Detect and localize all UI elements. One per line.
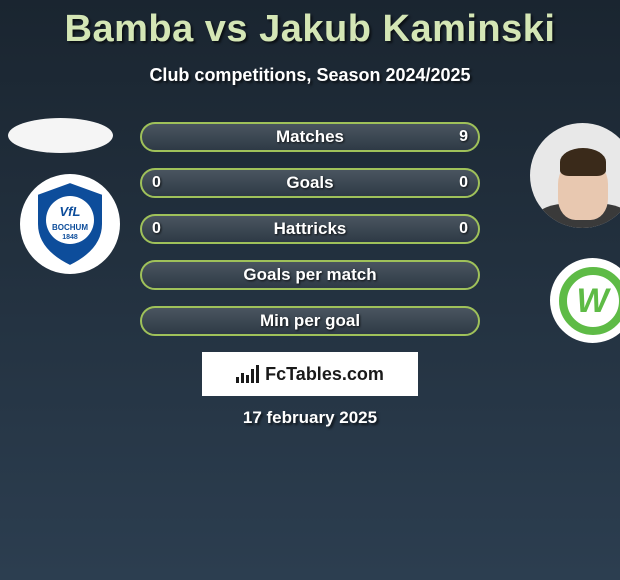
stat-right-value: 0 xyxy=(459,174,468,192)
svg-text:VfL: VfL xyxy=(60,204,81,219)
stat-row-goals: 0 Goals 0 xyxy=(140,168,480,198)
svg-text:BOCHUM: BOCHUM xyxy=(52,223,88,232)
player-left-photo xyxy=(8,118,113,153)
stat-label: Hattricks xyxy=(274,219,347,239)
svg-text:1848: 1848 xyxy=(62,234,78,241)
stat-label: Matches xyxy=(276,127,344,147)
page-title: Bamba vs Jakub Kaminski xyxy=(0,0,620,51)
stat-label: Goals xyxy=(286,173,333,193)
footer-site-badge: FcTables.com xyxy=(202,352,418,396)
stat-row-goals-per-match: Goals per match xyxy=(140,260,480,290)
player-right-photo xyxy=(530,123,620,228)
stat-right-value: 0 xyxy=(459,220,468,238)
stat-row-matches: Matches 9 xyxy=(140,122,480,152)
club-left-crest: VfL BOCHUM 1848 xyxy=(20,174,120,274)
bar-chart-icon xyxy=(236,365,259,383)
bochum-crest-icon: VfL BOCHUM 1848 xyxy=(31,180,109,268)
stat-row-min-per-goal: Min per goal xyxy=(140,306,480,336)
stats-container: Matches 9 0 Goals 0 0 Hattricks 0 Goals … xyxy=(140,122,480,352)
footer-site-text: FcTables.com xyxy=(265,364,384,385)
wolfsburg-w-letter: W xyxy=(576,284,608,318)
player-right-hair xyxy=(560,148,606,176)
wolfsburg-crest-icon: W xyxy=(559,267,620,335)
club-right-crest: W xyxy=(550,258,620,343)
stat-label: Min per goal xyxy=(260,311,360,331)
stat-right-value: 9 xyxy=(459,128,468,146)
player-right-face-icon xyxy=(558,160,608,220)
stat-label: Goals per match xyxy=(243,265,376,285)
stat-left-value: 0 xyxy=(152,220,161,238)
footer-date: 17 february 2025 xyxy=(0,408,620,428)
stat-row-hattricks: 0 Hattricks 0 xyxy=(140,214,480,244)
stat-left-value: 0 xyxy=(152,174,161,192)
page-subtitle: Club competitions, Season 2024/2025 xyxy=(0,65,620,86)
